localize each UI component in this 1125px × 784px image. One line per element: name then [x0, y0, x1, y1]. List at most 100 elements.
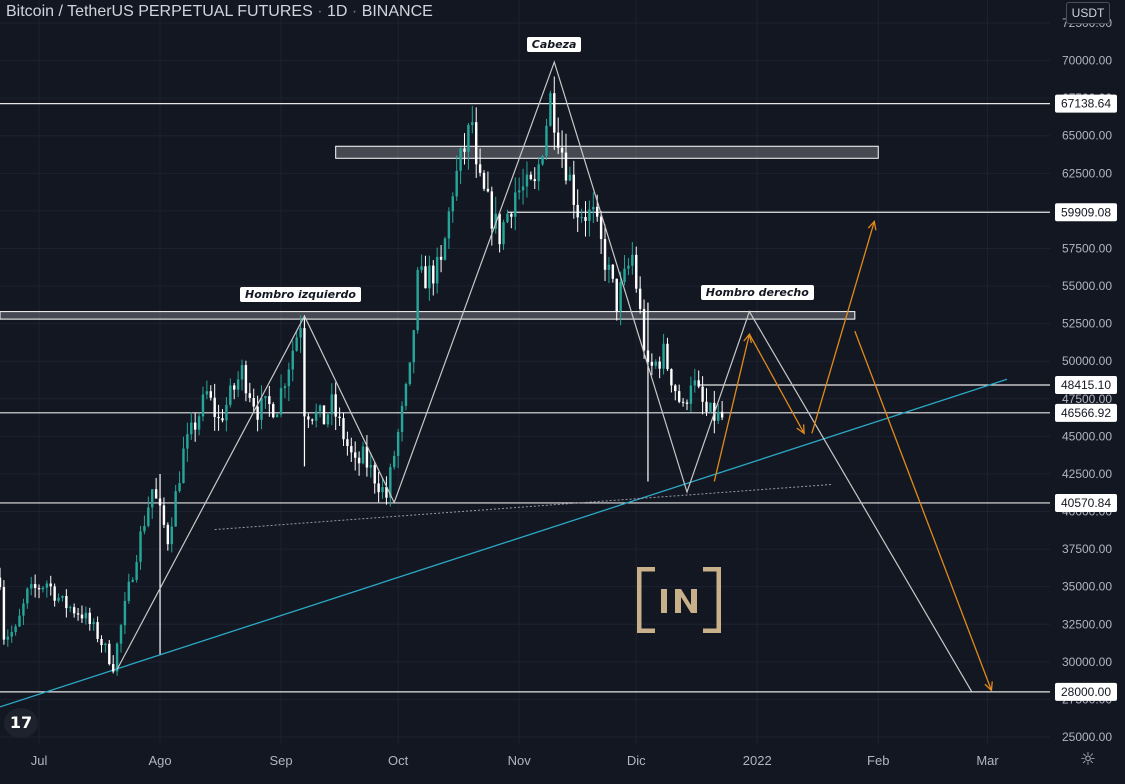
- candle-body: [373, 465, 376, 484]
- projection-line: [748, 333, 805, 434]
- candle-body: [193, 422, 197, 430]
- neckline: [214, 483, 832, 531]
- price-tick-label: 35000.00: [1062, 580, 1112, 594]
- candle-body: [221, 418, 224, 421]
- candle-body: [400, 405, 404, 432]
- candle-body: [627, 265, 630, 269]
- candle-body: [459, 148, 462, 171]
- time-tick-label: Dic: [627, 753, 646, 768]
- candle-body: [151, 489, 154, 508]
- candle-body: [369, 465, 373, 468]
- candle-body: [57, 597, 60, 601]
- candle-body: [709, 402, 712, 412]
- price-label: 40570.84: [1061, 496, 1111, 510]
- candle-body: [33, 584, 37, 588]
- candle-body: [580, 217, 583, 219]
- candle-body: [295, 337, 298, 351]
- candle-body: [471, 122, 474, 126]
- price-label: 28000.00: [1061, 685, 1111, 699]
- candle-body: [693, 380, 697, 386]
- candle-body: [127, 581, 131, 601]
- candle-body: [541, 156, 544, 165]
- grid: [0, 0, 1050, 745]
- candle-body: [26, 588, 29, 604]
- candle-body: [240, 365, 244, 380]
- neckline: [214, 483, 832, 531]
- price-tick-label: 45000.00: [1062, 429, 1112, 443]
- price-tick-label: 70000.00: [1062, 54, 1112, 68]
- time-tick-label: Jul: [31, 753, 48, 768]
- candle-body: [525, 174, 529, 187]
- horizontal-levels: [0, 102, 1050, 693]
- candle-body: [635, 254, 638, 289]
- title-separator: ·: [317, 3, 323, 20]
- price-label-box: [1055, 203, 1117, 222]
- candle-body: [428, 265, 431, 289]
- gear-icon[interactable]: ☼: [1079, 749, 1097, 770]
- candle-body: [619, 281, 622, 312]
- head-and-shoulders-pattern: [116, 60, 973, 693]
- candle-body: [72, 607, 76, 614]
- candle-body: [377, 483, 380, 493]
- candle-body: [670, 369, 673, 386]
- candle-body: [435, 256, 439, 284]
- candle-body: [631, 254, 634, 266]
- price-tick-label: 37500.00: [1062, 542, 1112, 556]
- candle-body: [588, 209, 591, 221]
- candle-body: [451, 196, 454, 212]
- candle-body: [556, 132, 560, 148]
- candle-body: [717, 411, 720, 421]
- candle-body: [701, 386, 704, 402]
- price-tick-label: 25000.00: [1062, 730, 1112, 744]
- tradingview-logo-icon[interactable]: 17: [4, 708, 38, 738]
- candle-body: [334, 394, 337, 417]
- candle-body: [104, 643, 107, 646]
- candle-body: [490, 191, 494, 229]
- resistance-zones: [0, 145, 879, 320]
- candle-body: [549, 93, 552, 126]
- candle-body: [174, 491, 177, 527]
- time-tick-label: Ago: [148, 753, 171, 768]
- candle-body: [357, 457, 361, 464]
- candle-body: [6, 636, 10, 640]
- candle-body: [510, 213, 513, 217]
- price-tick-label: 52500.00: [1062, 317, 1112, 331]
- candle-body: [681, 401, 685, 403]
- candle-body: [76, 613, 80, 615]
- price-labels: 67138.64 59909.08 48415.10 46566.92 40570.84…: [1055, 94, 1117, 701]
- candle-body: [447, 211, 451, 239]
- candle-body: [381, 487, 384, 493]
- price-tick-label: 55000.00: [1062, 279, 1112, 293]
- candle-body: [389, 467, 392, 498]
- price-axis: 25000.0027500.0030000.0032500.0035000.00…: [1062, 16, 1112, 744]
- candle-body: [697, 380, 700, 387]
- candle-body: [685, 402, 689, 404]
- candle-body: [154, 489, 158, 499]
- candle-body: [322, 405, 326, 425]
- pattern-annotation: Cabeza: [526, 37, 582, 53]
- candle-body: [342, 418, 345, 440]
- candle-body: [18, 615, 21, 627]
- candle-body: [61, 595, 64, 598]
- candle-body: [486, 188, 490, 192]
- candle-body: [689, 385, 693, 404]
- candle-body: [111, 664, 115, 672]
- candle-body: [201, 394, 205, 417]
- candle-body: [514, 192, 517, 217]
- head-and-shoulders-line: [116, 60, 973, 693]
- projection-arrowhead: [984, 681, 993, 692]
- candle-body: [615, 278, 618, 312]
- candle-body: [236, 379, 240, 390]
- currency-button[interactable]: USDT: [1066, 2, 1110, 24]
- candle-body: [147, 507, 150, 526]
- candle-body: [139, 531, 142, 562]
- time-tick-label: Mar: [976, 753, 999, 768]
- candle-body: [592, 206, 595, 210]
- candle-body: [260, 398, 263, 420]
- candle-body: [654, 361, 657, 366]
- projection-arrowhead: [796, 424, 805, 435]
- price-label-box: [1055, 493, 1117, 512]
- candle-body: [638, 288, 642, 309]
- price-label: 46566.92: [1061, 406, 1111, 420]
